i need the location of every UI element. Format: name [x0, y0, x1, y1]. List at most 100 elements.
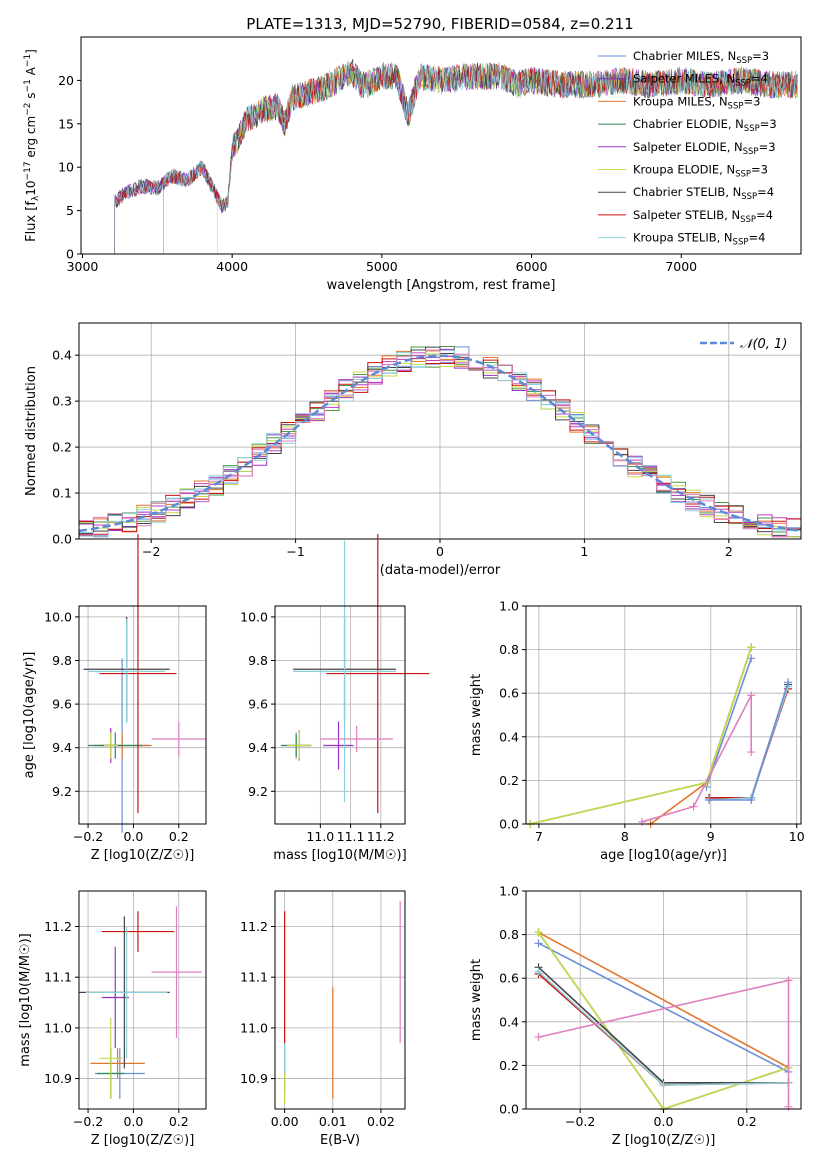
histogram-step [78, 349, 802, 539]
x-tick-label: 0.0 [123, 1114, 143, 1129]
x-tick-label: 11.1 [337, 829, 365, 844]
x-tick-label: −0.2 [73, 829, 103, 844]
x-axis-label: Z [log10(Z/Z☉)] [612, 1133, 716, 1148]
y-tick-label: 11.2 [240, 919, 268, 934]
y-label-part: −17 [23, 161, 33, 180]
x-tick-label: 6000 [516, 259, 548, 274]
y-tick-label: 11.2 [44, 919, 72, 934]
x-tick-label: −0.2 [565, 1114, 595, 1129]
x-axis-label: wavelength [Angstrom, rest frame] [327, 278, 556, 293]
x-tick-label: 2 [725, 544, 733, 559]
y-tick-label: 0.8 [499, 642, 519, 657]
figure-title: PLATE=1313, MJD=52790, FIBERID=0584, z=0… [246, 15, 633, 33]
legend-entry: Salpeter STELIB, NSSP=4 [633, 208, 773, 225]
y-tick-label: 0.4 [499, 1014, 519, 1029]
legend-value: =3 [752, 49, 769, 63]
x-tick-label: 0.02 [367, 1114, 395, 1129]
y-tick-label: 0.6 [499, 971, 519, 986]
y-tick-label: 10 [58, 160, 74, 175]
legend-entry: Salpeter ELODIE, NSSP=3 [633, 140, 776, 157]
y-axis-label: mass weight [469, 959, 484, 1041]
legend-entry: Chabrier ELODIE, NSSP=3 [633, 117, 777, 134]
y-axis-label: Flux [fλ10−17 erg cm−2 s−1 A−1] [23, 49, 41, 242]
y-tick-label: 0.2 [499, 773, 519, 788]
legend-entry: Chabrier MILES, NSSP=3 [633, 49, 769, 66]
x-tick-label: 0.01 [319, 1114, 347, 1129]
legend-subscript: SSP [733, 238, 749, 248]
y-tick-label: 11.0 [240, 1020, 268, 1035]
x-tick-label: 0.00 [271, 1114, 299, 1129]
x-axis-label: age [log10(age/yr)] [600, 848, 727, 863]
y-label-part: s [24, 92, 38, 102]
y-tick-label: 9.4 [248, 740, 268, 755]
y-tick-label: 5 [66, 203, 74, 218]
weight-marker [705, 796, 714, 805]
weight-marker [659, 1081, 668, 1090]
x-tick-label: −1 [286, 544, 304, 559]
legend-subscript: SSP [741, 192, 757, 202]
y-label-part: −1 [23, 54, 33, 67]
y-axis-label: age [log10(age/yr)] [22, 652, 37, 779]
x-tick-label: 7000 [665, 259, 697, 274]
legend-entry: Kroupa ELODIE, NSSP=3 [633, 163, 768, 180]
y-tick-label: 0.1 [52, 486, 72, 501]
axes-frame [274, 605, 406, 825]
weight-marker [747, 796, 756, 805]
weight-line [705, 658, 752, 788]
legend-entry: Chabrier STELIB, NSSP=4 [633, 185, 774, 202]
y-label-part: A [24, 66, 38, 79]
y-tick-label: 10.9 [44, 1071, 72, 1086]
weight-marker [534, 967, 543, 976]
age-vs-mass-panel: 11.0 11.1 11.2 9.2 9.4 9.6 9.8 10.0 mass [log10(… [240, 534, 430, 863]
y-tick-label: 9.6 [52, 697, 72, 712]
weight-marker [747, 691, 756, 700]
legend-value: =3 [743, 94, 760, 108]
legend-entry: 𝒩(0, 1) [740, 337, 787, 352]
axes-frame [274, 890, 406, 1110]
x-tick-label: −2 [142, 544, 160, 559]
legend-entry: Kroupa STELIB, NSSP=4 [633, 231, 765, 248]
y-axis-label: Normed distribution [24, 366, 39, 496]
y-tick-label: 1.0 [499, 599, 519, 614]
weight-marker [534, 939, 543, 948]
spectrum-line [114, 60, 798, 254]
legend-value: =4 [757, 185, 774, 199]
legend-value: =4 [751, 72, 768, 86]
age-vs-Z-panel: −0.2 0.0 0.2 9.2 9.4 9.6 9.8 10.0 Z [log10(Z/Z☉)… [22, 534, 207, 863]
weight-marker [534, 928, 543, 937]
weight-marker [534, 1033, 543, 1042]
y-tick-label: 0.8 [499, 927, 519, 942]
x-tick-label: 10 [789, 829, 805, 844]
y-tick-label: 9.4 [52, 740, 72, 755]
x-axis-label: E(B-V) [320, 1133, 360, 1148]
y-tick-label: 9.6 [248, 697, 268, 712]
x-tick-label: 0.2 [737, 1114, 757, 1129]
y-tick-label: 10.9 [240, 1071, 268, 1086]
y-tick-label: 15 [58, 116, 74, 131]
y-label-part: ] [24, 49, 38, 54]
y-axis-label: mass [log10(M/M☉)] [18, 933, 33, 1066]
legend-value: =3 [759, 140, 776, 154]
weight-marker [638, 817, 647, 826]
x-tick-label: −0.2 [73, 1114, 103, 1129]
weight-marker [689, 802, 698, 811]
legend-value: =3 [751, 163, 768, 177]
legend-entry: Kroupa MILES, NSSP=3 [633, 94, 760, 111]
x-axis-label: Z [log10(Z/Z☉)] [91, 1133, 195, 1148]
legend-subscript: SSP [740, 215, 756, 225]
x-tick-label: 4000 [216, 259, 248, 274]
y-tick-label: 0.4 [499, 729, 519, 744]
y-axis-label: mass weight [469, 674, 484, 756]
legend-subscript: SSP [728, 101, 744, 111]
weight-marker [747, 643, 756, 652]
axes-frame [78, 890, 207, 1110]
mass-vs-EBV-panel: 0.00 0.01 0.02 10.9 11.0 11.1 11.2 E(B-V) [240, 890, 406, 1148]
x-tick-label: 0.0 [654, 1114, 674, 1129]
weight-vs-Z-panel: −0.2 0.0 0.2 0.0 0.2 0.4 0.6 0.8 1.0 Z [log10(Z/Z… [469, 884, 802, 1148]
y-tick-label: 11.1 [44, 970, 72, 985]
y-tick-label: 20 [58, 73, 74, 88]
x-tick-label: 7 [535, 829, 543, 844]
legend-subscript: SSP [735, 79, 751, 89]
x-tick-label: 0 [436, 544, 444, 559]
legend-subscript: SSP [744, 124, 760, 134]
